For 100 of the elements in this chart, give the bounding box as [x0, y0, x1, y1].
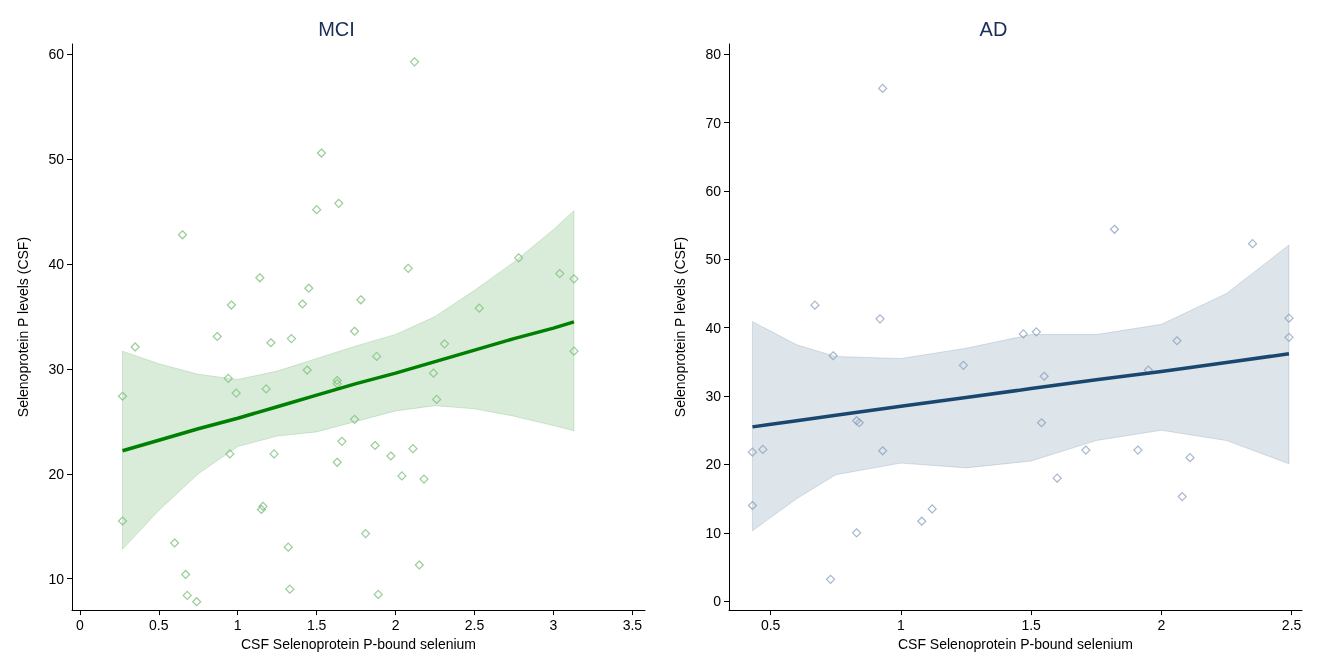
- point: [1284, 313, 1294, 323]
- chart-title: MCI: [318, 18, 355, 40]
- point: [256, 504, 267, 515]
- point: [1185, 453, 1195, 463]
- point: [1247, 239, 1258, 249]
- point: [192, 597, 202, 607]
- y-tick-label: 10: [705, 524, 722, 541]
- point: [1284, 332, 1294, 342]
- point: [514, 253, 524, 263]
- y-axis-title: Selenoprotein P levels (CSF): [15, 236, 31, 418]
- point: [361, 528, 371, 539]
- y-tick-label: 50: [48, 151, 65, 168]
- y-tick-label: 10: [48, 570, 65, 587]
- point: [130, 342, 140, 352]
- point: [403, 263, 413, 273]
- point: [432, 394, 442, 404]
- point: [255, 273, 265, 283]
- point: [386, 451, 396, 461]
- x-tick-label: 1.5: [1021, 617, 1042, 634]
- x-tick-label: 0: [75, 617, 84, 634]
- point: [316, 148, 326, 158]
- point: [1036, 418, 1047, 428]
- x-tick-label: 2.5: [464, 617, 485, 634]
- point: [397, 471, 407, 481]
- point: [1031, 327, 1041, 337]
- y-tick-label: 60: [48, 46, 65, 63]
- x-tick-label: 1: [233, 617, 242, 634]
- x-tick-label: 1.5: [306, 617, 327, 634]
- point: [117, 516, 128, 526]
- y-tick-label: 20: [48, 465, 65, 482]
- point: [1052, 473, 1062, 483]
- point: [825, 574, 836, 584]
- y-tick-label: 30: [48, 360, 65, 377]
- point: [226, 300, 237, 310]
- point: [875, 314, 885, 324]
- x-tick-label: 2: [391, 617, 400, 634]
- point: [332, 457, 342, 467]
- x-tick-label: 1: [897, 617, 905, 634]
- point: [569, 346, 579, 356]
- point: [181, 569, 191, 580]
- point: [569, 274, 579, 284]
- point: [927, 504, 937, 514]
- point: [852, 528, 862, 538]
- point: [177, 230, 188, 240]
- point: [356, 295, 366, 305]
- point: [917, 516, 927, 526]
- point: [1081, 445, 1091, 455]
- x-axis-title: CSF Selenoprotein P-bound selenium: [240, 636, 477, 652]
- point: [747, 447, 758, 457]
- point: [878, 446, 888, 456]
- y-tick-label: 40: [705, 319, 722, 336]
- point: [828, 351, 838, 361]
- point: [758, 444, 768, 455]
- x-tick-label: 0.5: [149, 617, 169, 634]
- point: [1177, 492, 1187, 502]
- point: [414, 560, 424, 570]
- point: [312, 205, 322, 215]
- point: [302, 365, 312, 375]
- point: [1133, 445, 1143, 455]
- point: [258, 501, 268, 511]
- y-axis-title: Selenoprotein P levels (CSF): [672, 236, 688, 418]
- point: [286, 333, 297, 344]
- point: [372, 351, 382, 361]
- point: [958, 360, 969, 370]
- line-series: [750, 351, 1291, 429]
- point: [261, 384, 271, 394]
- y-tick-label: 60: [705, 182, 722, 199]
- point: [332, 379, 342, 389]
- point: [878, 83, 888, 94]
- point: [231, 388, 241, 398]
- point: [1039, 371, 1049, 381]
- point: [747, 500, 758, 511]
- point: [555, 268, 565, 279]
- point: [1109, 224, 1120, 234]
- point: [370, 440, 380, 451]
- point: [337, 436, 347, 446]
- y-tick-label: 0: [713, 593, 722, 610]
- point: [223, 373, 233, 384]
- line-series: [120, 320, 576, 453]
- x-tick-label: 2: [1157, 617, 1166, 634]
- point: [266, 338, 276, 348]
- y-tick-label: 80: [705, 46, 722, 63]
- x-axis-title: CSF Selenoprotein P-bound selenium: [897, 636, 1134, 652]
- point: [474, 303, 484, 313]
- point: [117, 391, 128, 401]
- point: [297, 299, 308, 309]
- point: [419, 474, 429, 484]
- point: [225, 449, 235, 459]
- point: [1172, 336, 1182, 346]
- point: [304, 283, 314, 293]
- y-tick-label: 50: [705, 251, 722, 268]
- point: [373, 589, 383, 599]
- y-tick-label: 70: [705, 114, 722, 131]
- chart-title: AD: [979, 18, 1008, 40]
- point: [408, 444, 418, 454]
- point: [212, 331, 222, 342]
- x-tick-label: 3.5: [622, 617, 643, 634]
- x-tick-label: 3: [549, 617, 558, 634]
- point: [285, 584, 295, 594]
- point: [170, 538, 180, 548]
